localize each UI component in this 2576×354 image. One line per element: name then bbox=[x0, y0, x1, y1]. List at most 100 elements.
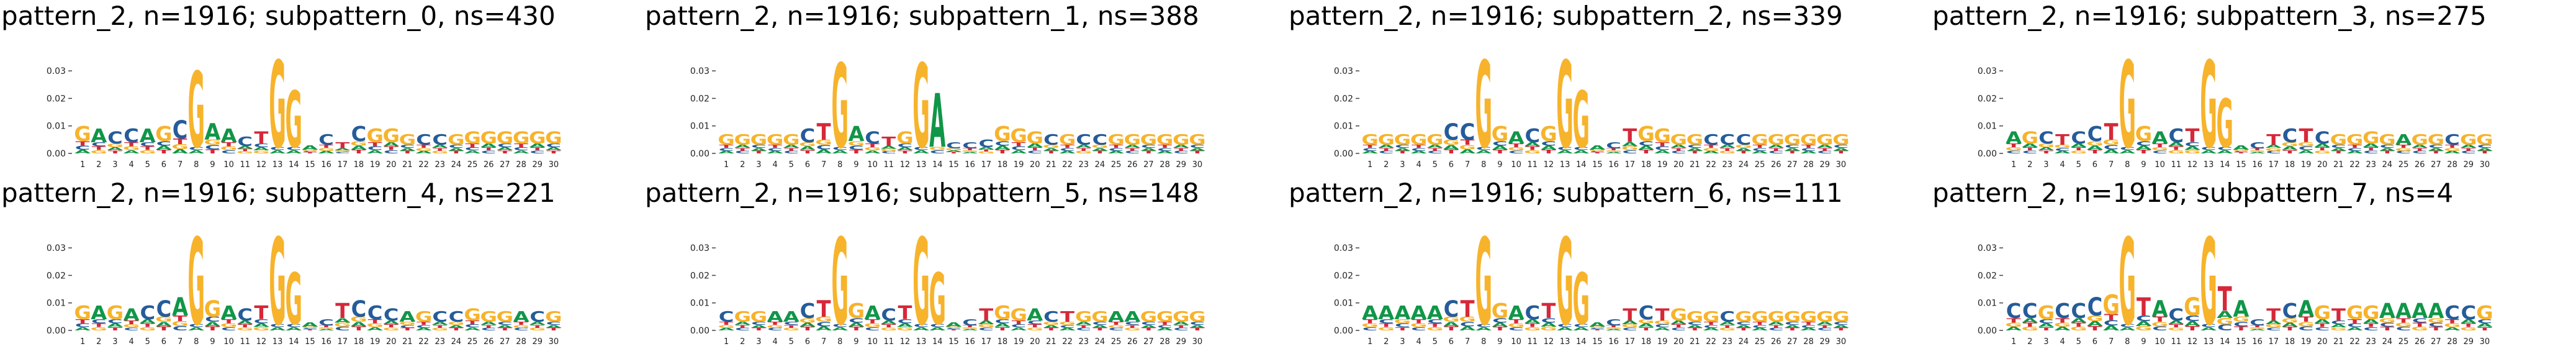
logo-letter: C bbox=[2022, 150, 2038, 155]
x-tick-label: 2 bbox=[1384, 160, 1389, 170]
logo-letter: C bbox=[1141, 144, 1156, 149]
logo-letter: C bbox=[1092, 321, 1108, 326]
logo-letter: G bbox=[718, 324, 735, 329]
logo-letter: T bbox=[433, 324, 448, 329]
logo-letter: C bbox=[156, 296, 172, 323]
x-tick-label: 9 bbox=[853, 337, 858, 347]
logo-letter: A bbox=[2152, 296, 2169, 323]
logo-letter: C bbox=[1557, 323, 1573, 329]
logo-letter: A bbox=[1573, 149, 1589, 155]
x-tick-label: 9 bbox=[210, 337, 215, 347]
logo-letter: A bbox=[1606, 329, 1623, 331]
logo-letter: T bbox=[2023, 322, 2037, 329]
logo-letter: G bbox=[1173, 308, 1190, 325]
y-tick-label: 0.01 bbox=[47, 299, 66, 309]
logo-letter: A bbox=[1411, 302, 1427, 324]
logo-letter: G bbox=[415, 308, 433, 325]
logo-letter: G bbox=[155, 315, 173, 324]
logo-letter: C bbox=[946, 141, 961, 151]
x-tick-label: 17 bbox=[2268, 337, 2279, 347]
logo-letter: G bbox=[1784, 308, 1801, 325]
x-tick-label: 30 bbox=[1192, 337, 1203, 347]
logo-letter: C bbox=[1801, 147, 1816, 152]
x-tick-label: 2 bbox=[1384, 337, 1389, 347]
logo-letter: G bbox=[2346, 302, 2364, 324]
logo-letter: C bbox=[1157, 324, 1173, 329]
logo-letter: G bbox=[302, 149, 319, 152]
logo-letter: A bbox=[2282, 145, 2298, 152]
logo-letter: A bbox=[2119, 149, 2135, 155]
logo-letter: C bbox=[1379, 150, 1394, 155]
logo-letter: A bbox=[2266, 319, 2282, 325]
logo-letter: A bbox=[156, 145, 172, 152]
logo-letter: C bbox=[849, 145, 864, 152]
logo-letter: G bbox=[334, 322, 351, 329]
logo-letter: C bbox=[2038, 318, 2054, 325]
x-tick-label: 20 bbox=[386, 337, 397, 347]
x-tick-label: 8 bbox=[194, 160, 199, 170]
logo-letter: C bbox=[449, 144, 464, 149]
logo-letter: G bbox=[1832, 131, 1850, 148]
logo-letter: C bbox=[1173, 150, 1189, 155]
logo-letter: C bbox=[189, 146, 204, 152]
logo-letter: C bbox=[783, 150, 799, 155]
x-tick-label: 25 bbox=[1111, 160, 1122, 170]
logo-letter: A bbox=[945, 150, 962, 152]
logo-letter: C bbox=[767, 147, 783, 152]
x-tick-label: 29 bbox=[2463, 337, 2474, 347]
x-tick-label: 18 bbox=[998, 337, 1008, 347]
logo-letter: C bbox=[2201, 323, 2217, 329]
logo-letter: A bbox=[221, 125, 237, 147]
logo-letter: A bbox=[269, 149, 286, 155]
logo-letter: G bbox=[220, 145, 238, 152]
logo-panel-2: pattern_2, n=1916; subpattern_2, ns=339 0… bbox=[1287, 0, 1931, 177]
logo-letter: G bbox=[2428, 131, 2445, 148]
logo-letter: T bbox=[1590, 152, 1605, 154]
x-tick-label: 25 bbox=[467, 337, 478, 347]
logo-letter: T bbox=[498, 150, 513, 155]
logo-letter: T bbox=[2282, 149, 2297, 155]
logo-letter: G bbox=[2411, 131, 2428, 148]
x-tick-label: 29 bbox=[1176, 337, 1186, 347]
logo-letter: C bbox=[2461, 150, 2476, 155]
x-tick-label: 2 bbox=[96, 160, 101, 170]
logo-letter: A bbox=[2022, 317, 2038, 324]
x-tick-label: 8 bbox=[194, 337, 199, 347]
logo-letter: G bbox=[1800, 308, 1817, 325]
x-tick-label: 30 bbox=[2480, 337, 2490, 347]
logo-letter: C bbox=[719, 308, 734, 325]
x-tick-label: 21 bbox=[402, 337, 413, 347]
x-tick-label: 24 bbox=[1739, 337, 1749, 347]
logo-letter: T bbox=[1672, 323, 1687, 329]
x-tick-label: 26 bbox=[1127, 337, 1138, 347]
x-tick-label: 12 bbox=[256, 337, 267, 347]
logo-letter: C bbox=[2412, 317, 2428, 324]
logo-letter: G bbox=[1394, 131, 1412, 148]
logo-letter: T bbox=[1639, 326, 1653, 332]
logo-letter: C bbox=[1411, 147, 1426, 152]
logo-plot: 0.000.010.020.031 2 3 4 5 6 7 8 9 10 11 12 13 14 15 16 1… bbox=[1978, 37, 2493, 175]
logo-letter: A bbox=[172, 293, 188, 322]
x-tick-label: 16 bbox=[321, 160, 331, 170]
logo-letter: G bbox=[1605, 327, 1623, 329]
logo-letter: A bbox=[1140, 324, 1156, 329]
x-tick-label: 25 bbox=[1111, 337, 1122, 347]
logo-letter: C bbox=[1703, 131, 1719, 148]
logo-letter: G bbox=[1572, 259, 1590, 340]
x-tick-label: 1 bbox=[1367, 160, 1372, 170]
x-tick-label: 2 bbox=[2027, 337, 2032, 347]
logo-letter: C bbox=[2136, 140, 2151, 147]
logo-letter: A bbox=[2249, 152, 2266, 154]
x-tick-label: 20 bbox=[2317, 160, 2328, 170]
logo-letter: T bbox=[800, 149, 814, 155]
logo-letter: C bbox=[1524, 125, 1540, 147]
logo-letter: A bbox=[399, 147, 415, 152]
x-tick-label: 29 bbox=[2463, 160, 2474, 170]
logo-letter: C bbox=[832, 323, 848, 329]
x-tick-label: 13 bbox=[1560, 337, 1570, 347]
x-tick-label: 30 bbox=[1192, 160, 1203, 170]
logo-letter: C bbox=[735, 327, 750, 332]
x-tick-label: 1 bbox=[724, 160, 729, 170]
logo-letter: A bbox=[799, 145, 816, 152]
logo-letter: A bbox=[448, 324, 464, 329]
